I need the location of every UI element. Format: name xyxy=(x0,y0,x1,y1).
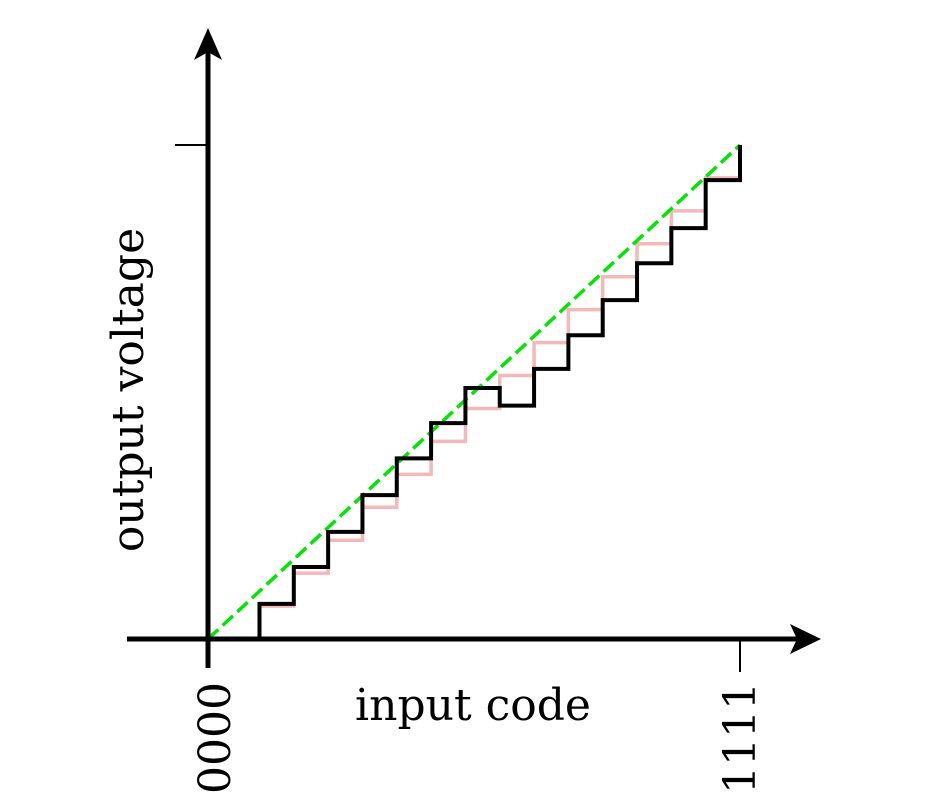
labels-layer: input code output voltage 0000 1111 xyxy=(103,228,766,794)
actual-staircase-line xyxy=(208,145,742,641)
y-axis-arrow xyxy=(194,28,222,60)
ideal-linear-line xyxy=(206,143,742,641)
data-layer xyxy=(206,143,742,641)
x-tick-label-max: 1111 xyxy=(715,682,766,794)
x-tick-label-min: 0000 xyxy=(190,682,241,794)
x-axis-label: input code xyxy=(355,680,591,731)
y-axis-label: output voltage xyxy=(103,228,154,552)
x-axis-arrow xyxy=(790,624,821,654)
axes-layer xyxy=(127,28,821,672)
